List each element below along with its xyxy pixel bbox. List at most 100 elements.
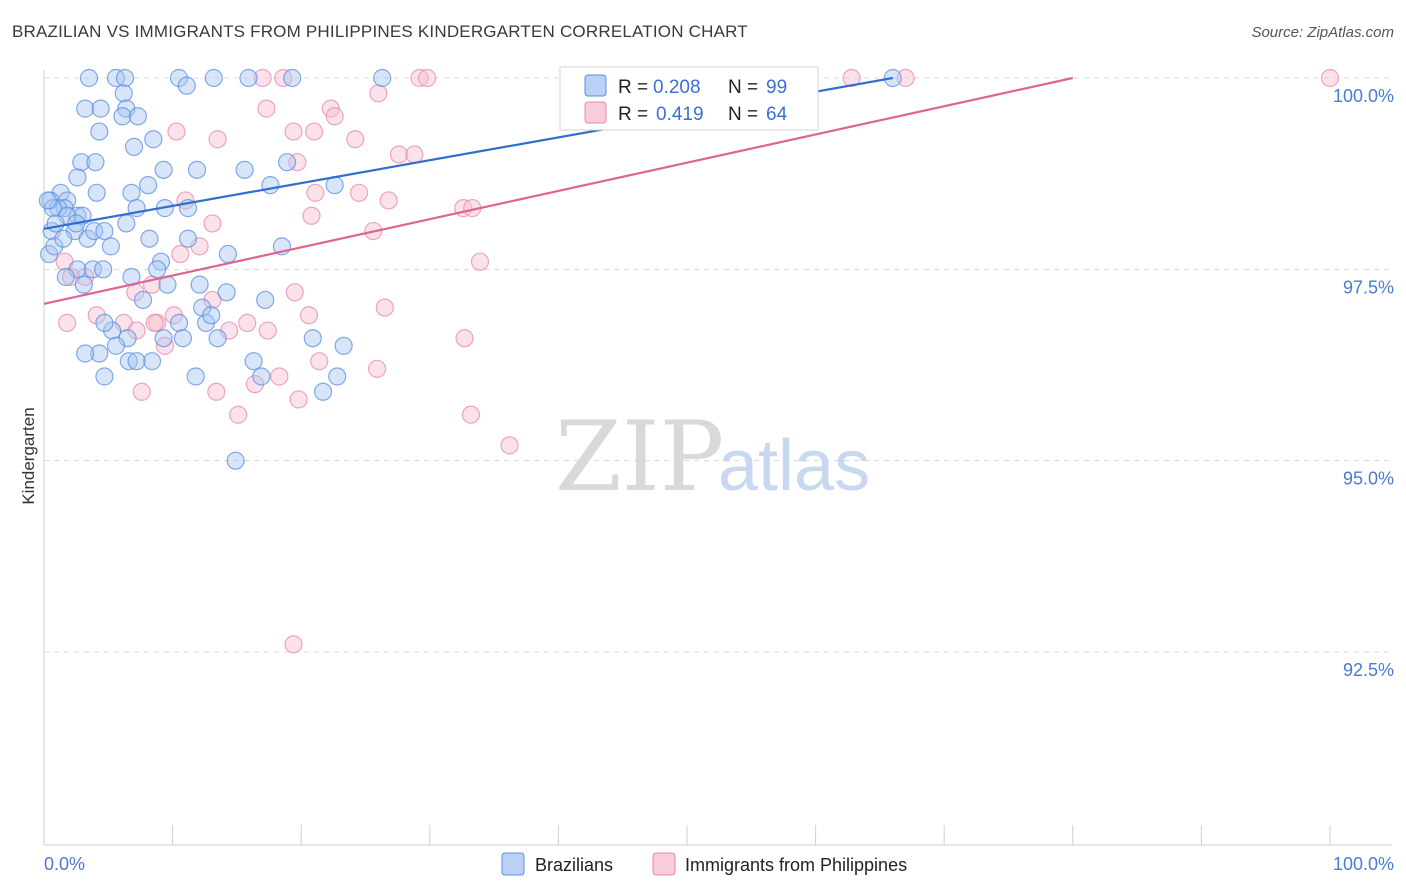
philippines-point: [1320, 68, 1340, 88]
philippines-point: [375, 298, 394, 317]
brazilians-point: [117, 214, 136, 233]
brazilians-point: [261, 176, 280, 195]
brazilians-point: [68, 168, 87, 187]
philippines-point: [896, 68, 915, 88]
philippines-point: [842, 68, 861, 88]
brazilians-point: [186, 367, 205, 386]
brazilians-point: [90, 344, 109, 363]
philippines-point: [455, 329, 474, 348]
brazilians-point: [204, 68, 223, 88]
brazilians-point: [114, 84, 133, 103]
philippines-point: [58, 313, 77, 333]
brazilians-point: [235, 160, 254, 179]
philippines-point: [229, 405, 248, 424]
philippines-point: [257, 99, 276, 118]
brazilians-point: [91, 99, 110, 118]
philippines-point: [87, 306, 106, 325]
philippines-point: [258, 321, 277, 340]
philippines-point: [389, 145, 409, 164]
brazilians-point: [277, 153, 297, 172]
brazilians-point: [139, 176, 158, 195]
brazilians-point: [142, 352, 162, 371]
series-legend: Brazilians Immigrants from Philippines: [501, 852, 907, 876]
brazilians-point: [113, 107, 132, 126]
series-philippines-points: [55, 68, 1340, 654]
legend-n-value-philippines: 64: [766, 104, 788, 125]
brazilians-point: [127, 352, 146, 371]
brazilians-point: [87, 183, 106, 202]
brazilians-point: [124, 137, 144, 156]
brazilians-point: [95, 313, 114, 333]
brazilians-point: [119, 352, 138, 371]
brazilians-point: [56, 267, 75, 287]
philippines-point: [208, 130, 227, 149]
brazilians-point: [144, 130, 163, 149]
brazilians-point: [122, 183, 141, 202]
philippines-point: [369, 84, 388, 103]
watermark-zip: ZIP: [555, 401, 724, 513]
philippines-point: [346, 130, 365, 149]
brazilians-point: [187, 160, 207, 179]
brazilians-point: [202, 306, 221, 325]
axes: [43, 70, 1392, 846]
brazilians-point: [68, 206, 87, 225]
philippines-point: [302, 206, 321, 225]
legend-r-label-philippines: R =: [618, 104, 648, 125]
brazilians-point: [313, 382, 333, 401]
brazilians-point: [54, 229, 73, 248]
philippines-point: [410, 68, 429, 88]
philippines-point: [203, 290, 222, 310]
brazilians-point: [154, 160, 173, 179]
brazilians-point: [83, 260, 102, 279]
bottom-legend-label-philippines: Immigrants from Philippines: [685, 855, 907, 875]
y-tick-labels: 100.0% 97.5% 95.0% 92.5%: [1333, 86, 1394, 680]
y-tick-label: 100.0%: [1333, 86, 1394, 106]
brazilians-point: [79, 68, 99, 88]
philippines-point: [284, 635, 303, 654]
chart-title: BRAZILIAN VS IMMIGRANTS FROM PHILIPPINES…: [12, 22, 748, 41]
philippines-point: [203, 214, 222, 233]
philippines-point: [289, 390, 308, 409]
bottom-legend-swatch-brazilians: [501, 852, 525, 876]
brazilians-point: [328, 367, 347, 386]
brazilians-point: [208, 329, 227, 348]
legend-n-label-brazilians: N =: [728, 77, 758, 98]
brazilians-point: [303, 329, 322, 348]
philippines-point: [299, 306, 319, 325]
brazilians-point: [154, 329, 173, 348]
brazilians-point: [218, 244, 237, 264]
brazilians-point: [178, 229, 198, 248]
philippines-point: [349, 183, 369, 202]
philippines-point: [325, 107, 344, 126]
legend-r-value-philippines: 0.419: [656, 104, 704, 125]
brazilians-point: [256, 290, 275, 310]
philippines-point: [418, 68, 437, 88]
philippines-point: [461, 405, 481, 424]
brazilians-point: [90, 122, 109, 141]
philippines-point: [500, 436, 519, 455]
trendlines: [43, 76, 1074, 305]
y-tick-label: 95.0%: [1343, 469, 1394, 489]
philippines-point: [132, 382, 151, 401]
philippines-point: [306, 183, 325, 202]
brazilians-point: [106, 336, 126, 355]
brazilians-point: [217, 283, 236, 302]
legend-swatch-brazilians: [584, 74, 607, 97]
philippines-point: [76, 267, 95, 287]
brazilians-point: [252, 367, 271, 386]
correlation-legend: R = 0.208 N = 99 R = 0.419 N = 64: [559, 66, 819, 131]
y-tick-label: 92.5%: [1343, 660, 1394, 680]
x-tick-label-min: 0.0%: [44, 854, 85, 874]
trendline-philippines: [43, 76, 1074, 305]
brazilians-point: [86, 153, 105, 172]
philippines-point: [288, 153, 307, 172]
brazilians-point: [239, 68, 258, 88]
philippines-point: [253, 68, 272, 88]
brazilians-point: [85, 221, 104, 241]
brazilians-point: [115, 68, 135, 88]
brazilians-point: [173, 329, 192, 348]
philippines-point: [238, 313, 257, 333]
philippines-point: [155, 336, 174, 355]
brazilians-point: [74, 275, 93, 294]
